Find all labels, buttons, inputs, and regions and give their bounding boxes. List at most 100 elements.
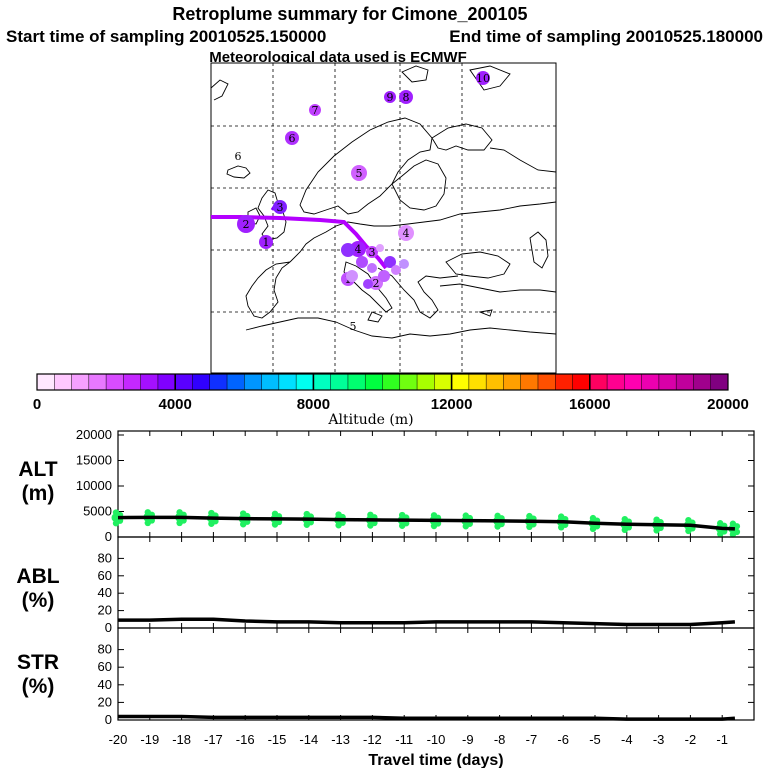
alt-scatter-point [208, 509, 215, 517]
str-mean-line [118, 714, 736, 721]
colorbar-swatch [71, 374, 90, 390]
map-marker: 3 [273, 200, 287, 214]
alt-scatter-point [430, 512, 438, 519]
map-marker: 5 [350, 320, 357, 333]
x-axis: -20 -19 -18 -17 -16 -15 -14 -13 -12 -11 -10 -9 -8 -7 -… [109, 732, 728, 768]
x-tick-label: -6 [557, 732, 569, 747]
abl-ytick-label: 60 [98, 568, 112, 583]
abl-panel-unit: (%) [22, 589, 55, 612]
chart-title: Retroplume summary for Cimone_200105 [172, 4, 527, 24]
colorbar-swatch [37, 374, 55, 390]
map-graticule [211, 63, 556, 373]
alt-scatter-point [621, 515, 628, 523]
abl-ytick-label: 40 [98, 585, 112, 600]
map-marker-dot [273, 200, 287, 214]
colorbar-swatch [399, 374, 418, 390]
alt-scatter-point [112, 509, 120, 516]
colorbar-swatch [106, 374, 124, 390]
colorbar-swatch [641, 374, 660, 390]
colorbar-swatch [123, 374, 142, 390]
alt-panel: 20000 15000 10000 5000 0 ALT(m) [18, 427, 755, 544]
colorbar-tick-label: 0 [33, 396, 41, 413]
alt-scatter-point [303, 510, 310, 518]
colorbar-swatch [537, 374, 556, 390]
str-ytick-label: 0 [105, 712, 112, 727]
colorbar-swatch [572, 374, 591, 390]
map-marker-label: 6 [289, 132, 296, 145]
colorbar-swatch [157, 374, 176, 390]
x-tick-label: -15 [268, 732, 287, 747]
map-marker: 10 [476, 71, 490, 85]
alt-scatter-point [367, 511, 374, 519]
colorbar-swatch [54, 374, 73, 390]
time-series-panels: 20000150001000050000ALT(m)806040200ABL(%… [16, 427, 755, 768]
colorbar-swatch [451, 374, 470, 390]
abl-ytick-label: 0 [105, 620, 112, 635]
map-marker-dot [285, 131, 299, 145]
abl-ytick-label: 80 [98, 550, 112, 565]
x-tick-label: -19 [140, 732, 159, 747]
colorbar-swatch [261, 374, 280, 390]
x-tick-label: -2 [685, 732, 697, 747]
x-tick-label: -5 [589, 732, 601, 747]
colorbar-swatch [658, 374, 677, 390]
map-marker-label: 10 [476, 72, 490, 85]
colorbar-swatch [296, 374, 314, 390]
alt-scatter-point [144, 509, 151, 516]
colorbar-swatch [365, 374, 383, 390]
alt-ytick-label: 15000 [76, 453, 112, 468]
abl-panel-label: ABL [16, 565, 59, 588]
colorbar-tick-label: 16000 [569, 396, 611, 413]
x-tick-label: -13 [331, 732, 350, 747]
x-tick-label: -7 [526, 732, 538, 747]
colorbar-swatch [88, 374, 107, 390]
map-marker: 8 [399, 90, 413, 104]
x-tick-label: -18 [172, 732, 191, 747]
colorbar-swatch [676, 374, 694, 390]
abl-panel-frame [117, 536, 755, 629]
x-tick-label: -17 [204, 732, 223, 747]
trajectory-map: 10987665432143215 [210, 62, 557, 374]
colorbar-swatch [555, 374, 574, 390]
colorbar-swatch [520, 374, 539, 390]
alt-scatter-point [589, 514, 597, 522]
alt-scatter-point [685, 516, 692, 524]
x-tick-label: -4 [621, 732, 633, 747]
colorbar-swatch [347, 374, 366, 390]
x-tick-label: -8 [494, 732, 506, 747]
met-data-label: Meteorological data used is ECMWF [209, 49, 467, 66]
colorbar-tick-label: 4000 [159, 396, 192, 413]
alt-panel-label: ALT [18, 458, 57, 481]
map-marker-dot [384, 91, 396, 103]
colorbar-swatch [693, 374, 712, 390]
map-marker: 2 [237, 215, 255, 233]
map-marker-label: 8 [403, 91, 410, 104]
colorbar-swatch [486, 374, 504, 390]
x-tick-label: -1 [716, 732, 728, 747]
abl-panel: 80 60 40 20 0 ABL(%) [16, 536, 755, 635]
map-marker-label: 5 [350, 320, 357, 333]
alt-scatter-point [176, 509, 183, 516]
map-marker: 5 [351, 165, 367, 181]
str-panel-unit: (%) [22, 675, 55, 698]
alt-scatter-point [494, 512, 501, 520]
map-marker-dot [366, 246, 378, 258]
colorbar-swatch [278, 374, 297, 390]
map-marker-dot [351, 165, 367, 181]
colorbar-swatch [503, 374, 522, 390]
str-panel: 80 60 40 20 0 STR(%) [17, 627, 755, 727]
end-time-label: End time of sampling 20010525.180000 [449, 27, 763, 46]
map-marker-label: 5 [356, 167, 363, 180]
colorbar-swatch [434, 374, 453, 390]
alt-scatter-point [526, 512, 533, 520]
colorbar-swatch [140, 374, 159, 390]
map-marker-label: 1 [263, 236, 270, 249]
abl-mean-line [118, 617, 736, 627]
map-marker-dot [399, 90, 413, 104]
colorbar-tick-label: 12000 [431, 396, 473, 413]
str-ytick-label: 80 [98, 642, 112, 657]
map-marker: 6 [235, 150, 242, 163]
str-ytick-label: 60 [98, 659, 112, 674]
x-tick-label: -10 [427, 732, 446, 747]
colorbar-swatch [710, 374, 729, 390]
